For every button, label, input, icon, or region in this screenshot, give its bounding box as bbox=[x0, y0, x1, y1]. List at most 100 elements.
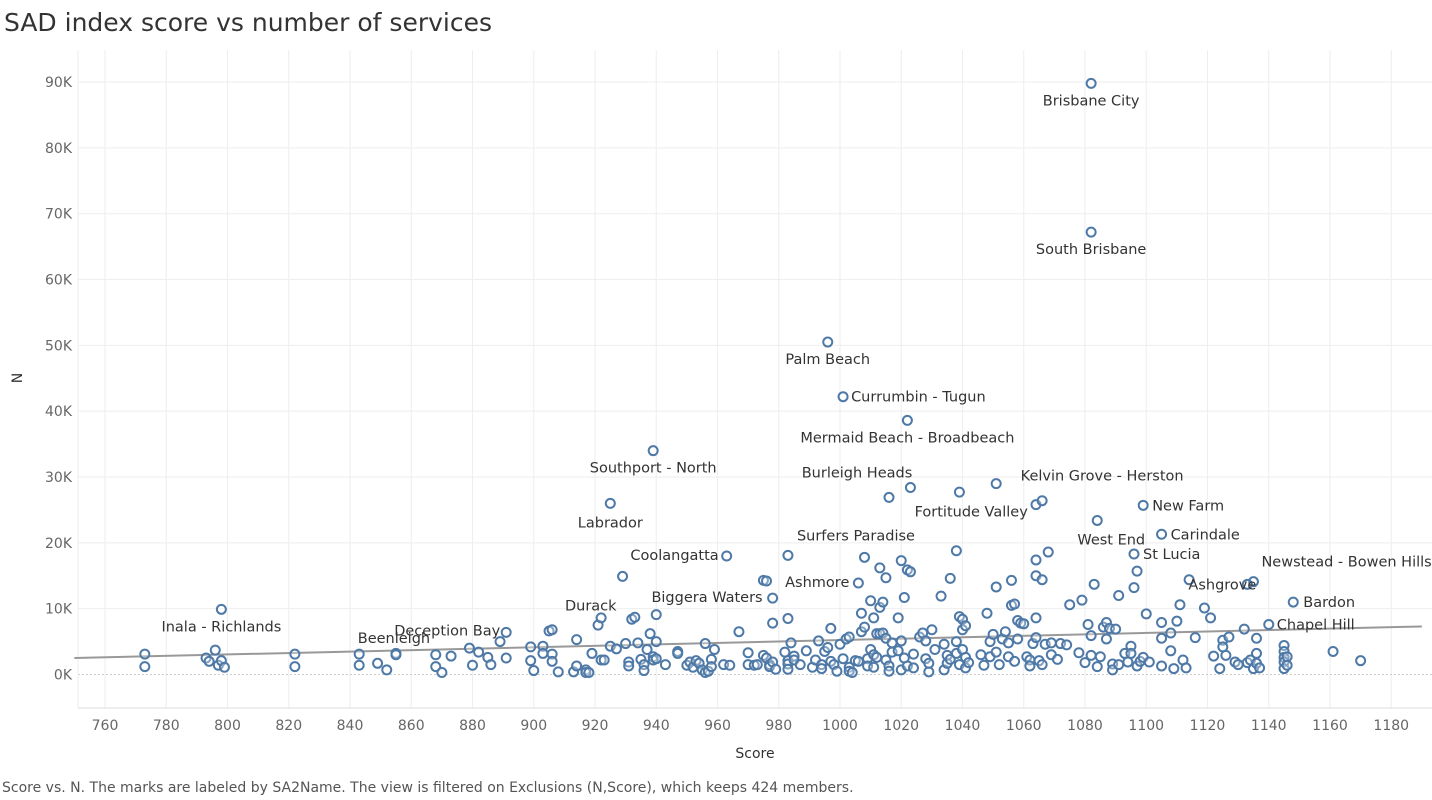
data-point[interactable] bbox=[724, 659, 736, 671]
data-point[interactable] bbox=[868, 661, 880, 673]
data-point[interactable] bbox=[595, 612, 607, 624]
data-point[interactable] bbox=[981, 607, 993, 619]
data-point[interactable] bbox=[883, 665, 895, 677]
data-point[interactable] bbox=[1208, 650, 1220, 662]
data-point[interactable] bbox=[1327, 645, 1339, 657]
data-point[interactable] bbox=[904, 482, 916, 494]
data-point[interactable] bbox=[525, 641, 537, 653]
labeled-data-point[interactable] bbox=[647, 445, 659, 457]
data-point[interactable] bbox=[1251, 647, 1262, 659]
data-point[interactable] bbox=[139, 661, 151, 673]
data-point[interactable] bbox=[816, 663, 828, 675]
data-point[interactable] bbox=[822, 642, 834, 654]
data-point[interactable] bbox=[935, 590, 947, 602]
data-point[interactable] bbox=[874, 562, 886, 574]
data-point[interactable] bbox=[742, 647, 754, 659]
data-point[interactable] bbox=[463, 642, 475, 654]
data-point[interactable] bbox=[525, 655, 537, 667]
data-point[interactable] bbox=[644, 628, 656, 640]
data-point[interactable] bbox=[1073, 647, 1085, 659]
data-point[interactable] bbox=[1012, 633, 1024, 645]
data-point[interactable] bbox=[895, 555, 907, 567]
data-point[interactable] bbox=[892, 645, 904, 657]
data-point[interactable] bbox=[1165, 627, 1177, 639]
data-point[interactable] bbox=[1131, 565, 1143, 577]
data-point[interactable] bbox=[859, 551, 870, 563]
data-point[interactable] bbox=[865, 595, 877, 607]
data-point[interactable] bbox=[761, 575, 772, 587]
data-point[interactable] bbox=[898, 591, 910, 603]
data-point[interactable] bbox=[598, 654, 610, 666]
data-point[interactable] bbox=[1174, 599, 1186, 611]
data-point[interactable] bbox=[1251, 632, 1262, 644]
data-point[interactable] bbox=[782, 613, 794, 625]
data-point[interactable] bbox=[1198, 602, 1210, 614]
data-point[interactable] bbox=[1168, 663, 1180, 675]
data-point[interactable] bbox=[650, 609, 662, 621]
data-point[interactable] bbox=[1254, 662, 1266, 674]
data-point[interactable] bbox=[1113, 590, 1125, 602]
data-point[interactable] bbox=[139, 648, 151, 660]
data-point[interactable] bbox=[583, 667, 595, 679]
data-point[interactable] bbox=[650, 636, 662, 648]
labeled-data-point[interactable] bbox=[1128, 548, 1140, 560]
data-point[interactable] bbox=[1355, 655, 1367, 667]
data-point[interactable] bbox=[1223, 631, 1235, 643]
data-point[interactable] bbox=[1042, 546, 1054, 558]
data-point[interactable] bbox=[1165, 645, 1177, 657]
data-point[interactable] bbox=[473, 646, 485, 658]
data-point[interactable] bbox=[1143, 656, 1155, 668]
data-point[interactable] bbox=[650, 653, 662, 665]
data-point[interactable] bbox=[1045, 637, 1057, 649]
labeled-data-point[interactable] bbox=[767, 592, 779, 604]
data-point[interactable] bbox=[1079, 657, 1091, 669]
data-point[interactable] bbox=[659, 659, 671, 671]
data-point[interactable] bbox=[886, 637, 898, 649]
data-point[interactable] bbox=[1024, 660, 1036, 672]
labeled-data-point[interactable] bbox=[901, 414, 913, 426]
data-point[interactable] bbox=[629, 611, 641, 623]
data-point[interactable] bbox=[908, 662, 919, 674]
data-point[interactable] bbox=[699, 638, 711, 650]
labeled-data-point[interactable] bbox=[617, 570, 629, 582]
data-point[interactable] bbox=[1110, 623, 1122, 635]
data-point[interactable] bbox=[825, 622, 837, 634]
data-point[interactable] bbox=[1088, 578, 1100, 590]
data-point[interactable] bbox=[289, 661, 301, 673]
data-point[interactable] bbox=[623, 660, 635, 672]
data-point[interactable] bbox=[923, 657, 935, 669]
data-point[interactable] bbox=[1036, 574, 1048, 586]
data-point[interactable] bbox=[904, 566, 916, 578]
data-point[interactable] bbox=[1171, 615, 1183, 627]
data-point[interactable] bbox=[767, 617, 779, 629]
data-point[interactable] bbox=[353, 659, 365, 671]
data-point[interactable] bbox=[1238, 623, 1250, 635]
data-point[interactable] bbox=[929, 643, 941, 655]
data-point[interactable] bbox=[1082, 618, 1094, 630]
data-point[interactable] bbox=[944, 572, 956, 584]
data-point[interactable] bbox=[1085, 649, 1097, 661]
labeled-data-point[interactable] bbox=[822, 336, 834, 348]
labeled-data-point[interactable] bbox=[1241, 578, 1253, 590]
data-point[interactable] bbox=[960, 620, 972, 632]
labeled-data-point[interactable] bbox=[782, 549, 794, 561]
data-point[interactable] bbox=[950, 636, 962, 648]
data-point[interactable] bbox=[1205, 612, 1217, 624]
data-point[interactable] bbox=[1018, 618, 1030, 630]
data-point[interactable] bbox=[846, 667, 858, 679]
data-point[interactable] bbox=[868, 612, 880, 624]
data-point[interactable] bbox=[372, 657, 384, 669]
data-point[interactable] bbox=[1006, 574, 1017, 586]
data-point[interactable] bbox=[1113, 659, 1125, 671]
data-point[interactable] bbox=[537, 647, 549, 659]
data-point[interactable] bbox=[782, 663, 794, 675]
data-point[interactable] bbox=[1064, 599, 1076, 611]
data-point[interactable] bbox=[467, 659, 478, 671]
data-point[interactable] bbox=[892, 612, 904, 624]
data-point[interactable] bbox=[855, 607, 867, 619]
labeled-data-point[interactable] bbox=[500, 626, 512, 638]
data-point[interactable] bbox=[381, 664, 393, 676]
data-point[interactable] bbox=[1009, 598, 1021, 610]
data-point[interactable] bbox=[751, 659, 763, 671]
data-point[interactable] bbox=[871, 651, 883, 663]
